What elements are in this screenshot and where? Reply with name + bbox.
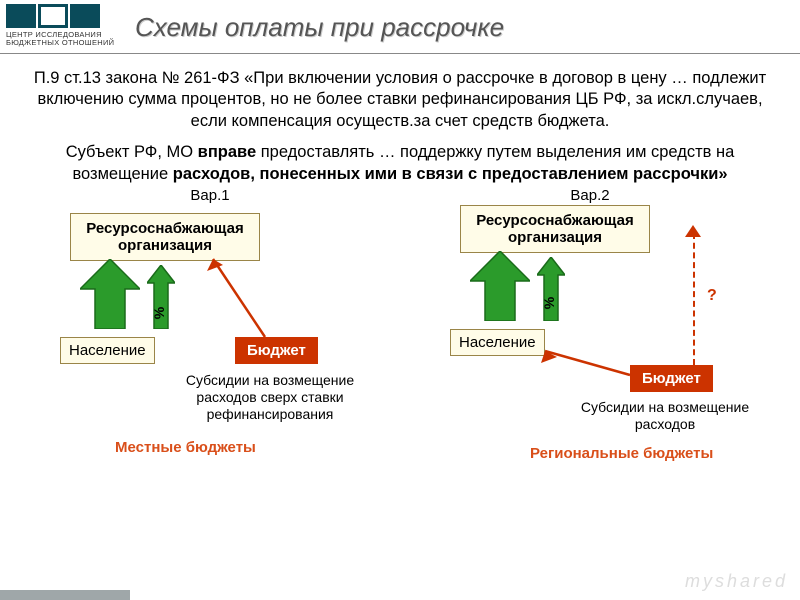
paragraph-1: П.9 ст.13 закона № 261-ФЗ «При включении… [30,68,770,132]
percent-label: % [541,297,557,309]
variant-2: Вар.2 Ресурсоснабжающая организация % На… [415,187,765,507]
arrow-head-icon [685,225,701,239]
p2-bold: вправе [198,143,256,161]
arrow-up-icon [470,251,530,321]
arrow-red-icon [535,347,635,381]
paragraph-2: Субъект РФ, МО вправе предоставлять … по… [30,142,770,185]
arrow-red-icon [205,253,275,343]
variant-1: Вар.1 Ресурсоснабжающая организация % На… [35,187,385,507]
p2-bold: расходов, понесенных ими в связи с предо… [173,165,728,183]
dashed-line [693,233,695,365]
rso-box: Ресурсоснабжающая организация [460,205,650,253]
question-mark: ? [707,287,717,305]
bottom-bar [0,590,130,600]
logo-block [6,4,36,28]
body-text: П.9 ст.13 закона № 261-ФЗ «При включении… [0,54,800,185]
logo-block [38,4,68,28]
logo-text: ЦЕНТР ИССЛЕДОВАНИЯ БЮДЖЕТНЫХ ОТНОШЕНИЙ [6,31,119,48]
logo-line: БЮДЖЕТНЫХ ОТНОШЕНИЙ [6,39,119,47]
population-box: Население [450,329,545,356]
arrow-up-icon [80,259,140,329]
arrow-up-small-icon [537,257,565,321]
diagrams: Вар.1 Ресурсоснабжающая организация % На… [0,185,800,507]
footer-label: Региональные бюджеты [530,445,713,462]
percent-label: % [151,307,167,319]
footer-label: Местные бюджеты [115,439,256,456]
subsidy-text: Субсидии на возмещение расходов [565,399,765,433]
arrow-up-small-icon [147,265,175,329]
logo-blocks [6,4,119,28]
logo-block [70,4,100,28]
population-box: Население [60,337,155,364]
watermark: myshared [685,571,788,592]
header: ЦЕНТР ИССЛЕДОВАНИЯ БЮДЖЕТНЫХ ОТНОШЕНИЙ С… [0,0,800,54]
logo: ЦЕНТР ИССЛЕДОВАНИЯ БЮДЖЕТНЫХ ОТНОШЕНИЙ [0,0,125,52]
subsidy-text: Субсидии на возмещение расходов сверх ст… [170,372,370,422]
page-title: Схемы оплаты при рассрочке [125,0,800,53]
variant-label: Вар.1 [35,187,385,204]
budget-box: Бюджет [630,365,713,392]
variant-label: Вар.2 [415,187,765,204]
p2-part: Субъект РФ, МО [66,143,198,161]
